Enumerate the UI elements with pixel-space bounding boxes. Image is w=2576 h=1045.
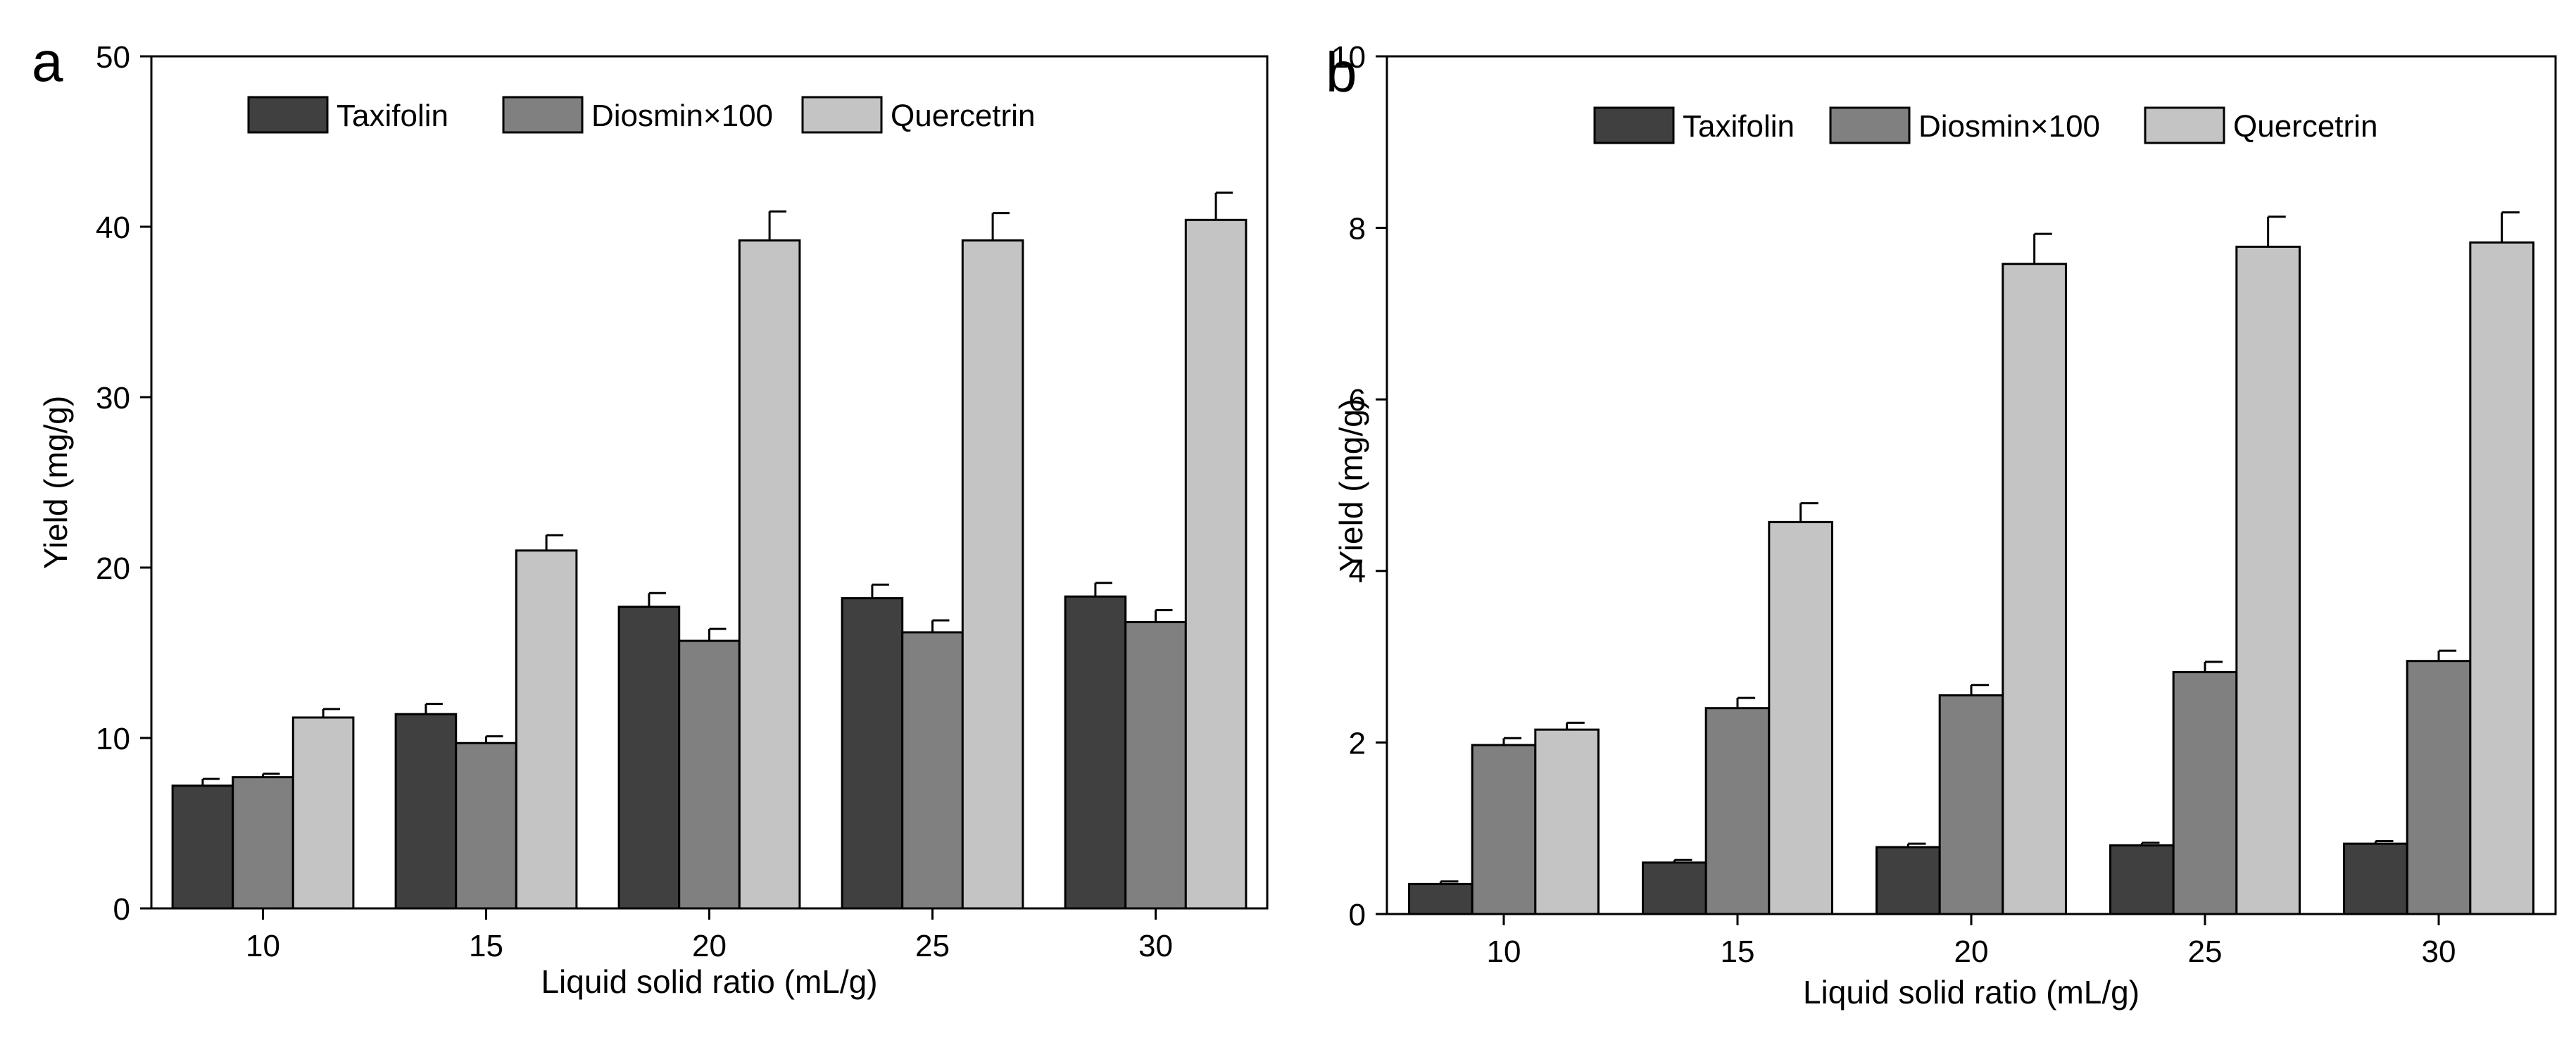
legend-label: Taxifolin bbox=[337, 99, 448, 133]
y-tick-label: 10 bbox=[1331, 40, 1366, 75]
panel-label: a bbox=[32, 30, 63, 93]
bar bbox=[617, 606, 681, 910]
y-tick-label: 6 bbox=[1349, 383, 1366, 418]
bar bbox=[2002, 263, 2067, 915]
bar bbox=[1768, 520, 1833, 915]
bar bbox=[1408, 882, 1474, 915]
y-tick-label: 0 bbox=[1349, 898, 1366, 932]
error-bars-group bbox=[201, 192, 1233, 786]
legend: Taxifolin Diosmin×100 Quercetrin bbox=[1593, 106, 2377, 144]
y-ticks-group: 0 2 4 6 8 10 bbox=[1331, 40, 1387, 932]
error-bars-group bbox=[1439, 211, 2520, 884]
x-axis-label: Liquid solid ratio (mL/g) bbox=[541, 963, 877, 1000]
x-tick-label: 25 bbox=[2188, 934, 2223, 969]
x-tick-label: 20 bbox=[692, 929, 727, 963]
panel-label: b bbox=[1326, 41, 1357, 104]
y-tick-label: 4 bbox=[1349, 555, 1366, 589]
bar bbox=[2406, 660, 2472, 915]
bar bbox=[1471, 744, 1537, 915]
bar bbox=[2109, 844, 2175, 915]
y-axis-label: Yield (mg/g) bbox=[1333, 399, 1369, 572]
legend-label: Diosmin×100 bbox=[1918, 109, 2100, 144]
x-tick-label: 10 bbox=[246, 929, 280, 963]
bar bbox=[1534, 728, 1600, 915]
y-tick-label: 40 bbox=[96, 211, 130, 245]
bar bbox=[841, 597, 904, 910]
y-tick-label: 10 bbox=[96, 722, 130, 756]
bar bbox=[901, 631, 964, 910]
bar bbox=[2469, 241, 2534, 915]
y-tick-label: 8 bbox=[1349, 212, 1366, 246]
x-ticks-group: 10 15 20 25 30 bbox=[246, 908, 1173, 963]
legend-label: Taxifolin bbox=[1683, 109, 1795, 144]
bar bbox=[2172, 671, 2238, 915]
bar bbox=[678, 639, 741, 910]
legend-label: Quercetrin bbox=[891, 99, 1035, 133]
x-tick-label: 30 bbox=[1138, 929, 1173, 963]
bar bbox=[1124, 620, 1187, 910]
bar bbox=[1642, 861, 1707, 915]
bar bbox=[232, 776, 294, 910]
legend: Taxifolin Diosmin×100 Quercetrin bbox=[247, 96, 1035, 134]
x-tick-label: 25 bbox=[915, 929, 950, 963]
x-tick-label: 15 bbox=[1721, 934, 1755, 969]
bar bbox=[171, 784, 234, 910]
bar bbox=[455, 741, 517, 910]
legend-label: Diosmin×100 bbox=[591, 99, 773, 133]
y-ticks-group: 0 10 20 30 40 50 bbox=[96, 40, 151, 927]
bar bbox=[394, 713, 458, 910]
bar bbox=[1938, 694, 2004, 915]
legend-swatch bbox=[1593, 106, 1675, 144]
y-tick-label: 20 bbox=[96, 551, 130, 586]
bar bbox=[1064, 595, 1127, 910]
bar bbox=[291, 716, 355, 910]
x-tick-label: 15 bbox=[469, 929, 503, 963]
chart-panel-b: b Yield (mg/g) Liquid solid ratio (mL/g)… bbox=[1326, 40, 2557, 1010]
x-tick-label: 20 bbox=[1954, 934, 1989, 969]
bar bbox=[515, 549, 578, 910]
y-tick-label: 0 bbox=[113, 892, 130, 927]
chart-panel-a: a Yield (mg/g) Liquid solid ratio (mL/g)… bbox=[32, 30, 1269, 1000]
bar bbox=[1876, 846, 1941, 915]
x-ticks-group: 10 15 20 25 30 bbox=[1487, 914, 2456, 969]
legend-swatch bbox=[1829, 106, 1911, 144]
legend-label: Quercetrin bbox=[2233, 109, 2377, 144]
x-tick-label: 30 bbox=[2422, 934, 2456, 969]
bar bbox=[2343, 842, 2408, 915]
legend-swatch bbox=[502, 96, 584, 134]
x-axis-label: Liquid solid ratio (mL/g) bbox=[1803, 974, 2140, 1010]
x-tick-label: 10 bbox=[1487, 934, 1521, 969]
legend-swatch bbox=[801, 96, 883, 134]
y-tick-label: 2 bbox=[1349, 726, 1366, 761]
bar bbox=[2235, 245, 2301, 915]
bar bbox=[738, 239, 801, 910]
y-tick-label: 50 bbox=[96, 40, 130, 75]
legend-swatch bbox=[2144, 106, 2225, 144]
y-tick-label: 30 bbox=[96, 381, 130, 415]
bar bbox=[1704, 707, 1771, 915]
bars-group bbox=[171, 218, 1248, 910]
y-axis-label: Yield (mg/g) bbox=[37, 396, 74, 569]
bar bbox=[1184, 218, 1248, 910]
legend-swatch bbox=[247, 96, 329, 134]
bar bbox=[961, 239, 1024, 910]
